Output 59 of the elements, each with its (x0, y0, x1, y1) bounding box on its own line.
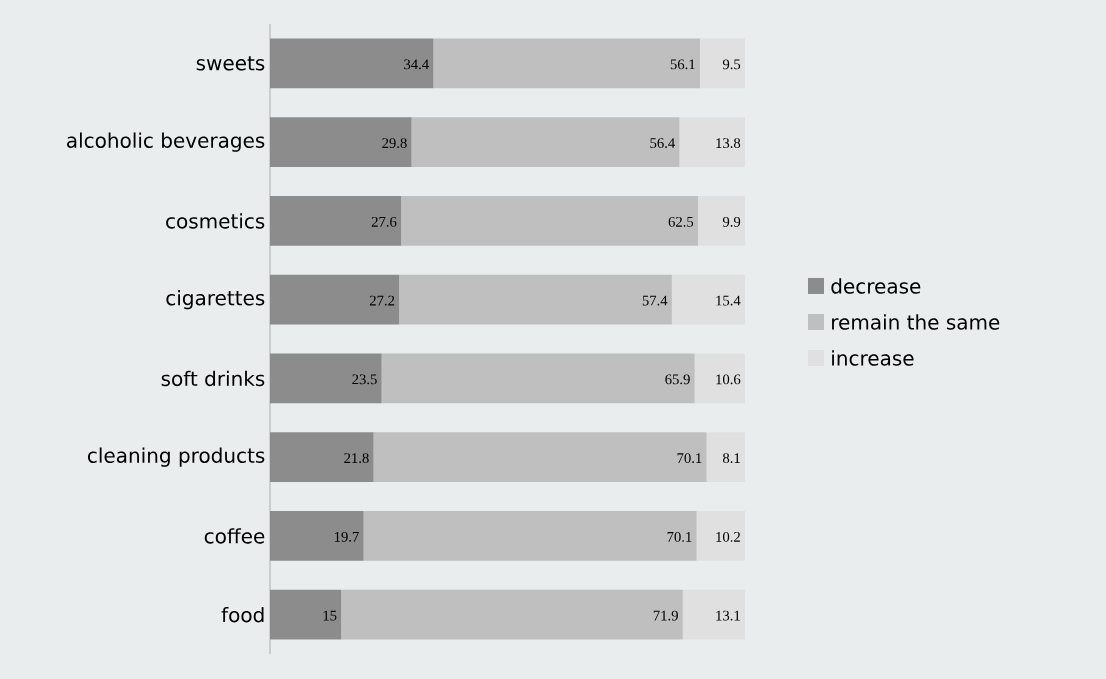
legend-label: decrease (831, 278, 921, 294)
bar (399, 274, 672, 325)
data-label: 10.6 (716, 374, 741, 385)
bar (411, 117, 680, 167)
data-label: 27.6 (371, 216, 397, 227)
data-label: 57.4 (642, 295, 668, 306)
y-tick-label: food (221, 606, 264, 623)
bar (679, 117, 746, 167)
bar (363, 511, 697, 561)
data-label: 70.1 (677, 453, 702, 464)
bar (682, 589, 746, 640)
bar (694, 353, 746, 404)
bar (696, 511, 746, 561)
data-label: 27.2 (369, 295, 395, 306)
bar (706, 432, 746, 482)
bar (381, 353, 695, 404)
bar (341, 589, 683, 640)
data-label: 29.8 (382, 138, 407, 149)
bar (373, 432, 707, 482)
data-label: 65.9 (665, 374, 690, 385)
y-tick-label: sweets (196, 56, 265, 71)
legend-label: remain the same (832, 314, 1000, 330)
data-label: 34.4 (404, 59, 429, 70)
data-label: 56.4 (650, 138, 675, 149)
bar (270, 38, 434, 89)
bar (270, 274, 400, 325)
data-label: 62.5 (668, 216, 694, 227)
data-label: 10.2 (716, 531, 740, 542)
y-tick-label: coffee (204, 528, 265, 544)
bar (270, 432, 374, 482)
bar (270, 196, 402, 246)
data-label: 13.8 (716, 138, 741, 149)
bar (270, 511, 364, 561)
data-label: 70.1 (667, 531, 692, 542)
bar (433, 38, 700, 89)
bar (270, 117, 412, 167)
y-tick-label: cosmetics (166, 213, 265, 229)
bar (401, 196, 698, 246)
data-label: 56.1 (670, 59, 695, 70)
data-label: 8.1 (722, 453, 740, 464)
data-label: 15.4 (716, 295, 741, 306)
legend-label: increase (832, 350, 914, 366)
y-tick-label: cigarettes (166, 289, 265, 310)
data-label: 19.7 (334, 531, 359, 542)
bar (270, 353, 382, 404)
data-label: 9.9 (722, 216, 741, 227)
data-label: 71.9 (653, 610, 678, 621)
data-label: 23.5 (352, 374, 377, 385)
y-tick-label: alcoholic beverages (67, 132, 265, 152)
y-tick-label: soft drinks (161, 370, 265, 387)
bar (671, 274, 746, 325)
data-label: 9.5 (722, 59, 741, 70)
data-label: 13.1 (716, 610, 740, 621)
data-label: 15 (323, 610, 337, 621)
data-label: 21.8 (344, 453, 369, 464)
bar (697, 196, 746, 246)
bar (699, 38, 746, 89)
y-tick-label: cleaning products (87, 447, 265, 467)
bar (270, 589, 342, 640)
